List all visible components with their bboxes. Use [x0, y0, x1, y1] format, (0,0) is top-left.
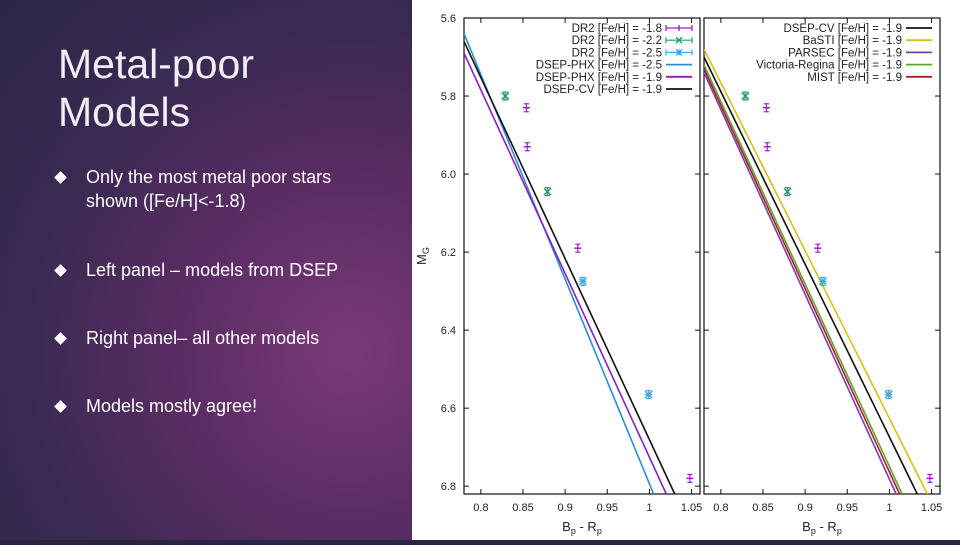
slide-text-panel: Metal-poor Models Only the most metal po… — [0, 0, 412, 540]
y-axis-label: MG — [414, 247, 431, 265]
legend-label: DSEP-CV [Fe/H] = -1.9 — [783, 23, 902, 35]
data-point-star — [578, 276, 587, 286]
series-line — [704, 48, 929, 494]
bullet-text: Left panel – models from DSEP — [86, 260, 339, 280]
slide-title-line-2: Models — [58, 89, 191, 135]
bullet-item: Right panel– all other models — [54, 326, 386, 350]
bullet-text: Only the most metal poor stars shown ([F… — [86, 167, 332, 211]
x-tick-label: 0.95 — [837, 502, 858, 514]
series-line — [704, 68, 901, 494]
marker-stroke — [818, 277, 827, 286]
x-tick-label: 1 — [646, 502, 652, 514]
marker-stroke — [783, 187, 792, 196]
marker-stroke — [741, 92, 750, 101]
diamond-bullet-icon — [54, 171, 67, 184]
data-point-plus — [926, 473, 934, 483]
y-tick-label: 6.8 — [441, 481, 456, 493]
data-point-plus — [762, 103, 770, 113]
legend-label: BaSTI [Fe/H] = -1.9 — [803, 35, 902, 47]
y-tick-label: 6.4 — [441, 325, 456, 337]
slide-title: Metal-poor Models — [58, 40, 254, 136]
legend-label: Victoria-Regina [Fe/H] = -1.9 — [756, 60, 902, 72]
bullet-item: Models mostly agree! — [54, 394, 386, 418]
legend-label: MIST [Fe/H] = -1.9 — [807, 72, 902, 84]
x-tick-label: 0.9 — [557, 502, 572, 514]
bullet-item: Left panel – models from DSEP — [54, 258, 386, 282]
data-point-plus — [522, 103, 530, 113]
y-tick-label: 6.6 — [441, 403, 456, 415]
marker-stroke — [501, 92, 510, 101]
data-point-x — [783, 187, 792, 197]
chart-figure: 0.8 0.85 0.9 0.95 1 1.05 5.6 5.8 6.0 6.2 6.4 6.6 6.8… — [414, 13, 942, 536]
chart-panel-left: 0.8 0.85 0.9 0.95 1 1.05 5.6 5.8 6.0 6.2 6.4 6.6 6.8… — [414, 13, 702, 536]
data-point-star — [818, 276, 827, 286]
y-tick-label: 6.2 — [441, 247, 456, 259]
series-line — [464, 52, 668, 494]
slide-title-line-1: Metal-poor — [58, 41, 254, 87]
marker-stroke — [543, 187, 552, 196]
x-tick-label: 0.95 — [597, 502, 618, 514]
data-point-x — [543, 187, 552, 197]
legend-swatch-marker — [675, 36, 683, 44]
legend-label: PARSEC [Fe/H] = -1.9 — [788, 47, 902, 59]
data-point-star — [644, 389, 653, 400]
plot-frame — [703, 17, 941, 495]
legend-label: DR2 [Fe/H] = -1.8 — [572, 23, 662, 35]
legend-label: DSEP-PHX [Fe/H] = -1.9 — [536, 72, 662, 84]
legend-label: DR2 [Fe/H] = -2.5 — [572, 47, 662, 59]
x-tick-label: 1.05 — [681, 502, 702, 514]
x-axis-label: Bp - Rp — [562, 519, 602, 536]
series-line — [464, 41, 676, 494]
data-point-x — [501, 91, 510, 101]
legend-label: DSEP-CV [Fe/H] = -1.9 — [543, 84, 662, 96]
y-tick-label: 5.6 — [441, 13, 456, 25]
plot-frame — [463, 17, 701, 495]
x-tick-label: 0.9 — [797, 502, 812, 514]
series-line — [704, 72, 897, 494]
diamond-bullet-icon — [54, 264, 67, 277]
series-line — [704, 64, 903, 494]
data-point-x — [741, 91, 750, 101]
x-tick-label: 1 — [886, 502, 892, 514]
data-point-star — [884, 389, 893, 400]
chart-area: 0.8 0.85 0.9 0.95 1 1.05 5.6 5.8 6.0 6.2 6.4 6.6 6.8… — [412, 0, 960, 540]
chart-panel-right: 0.8 0.85 0.9 0.95 1 1.05 Bp - Rp DSEP-CV [Fe/H]… — [703, 17, 942, 536]
bullet-text: Models mostly agree! — [86, 396, 258, 416]
series-line — [704, 56, 918, 494]
data-point-plus — [523, 142, 531, 152]
x-tick-label: 0.85 — [752, 502, 773, 514]
diamond-bullet-icon — [54, 332, 67, 345]
y-tick-label: 6.0 — [441, 169, 456, 181]
marker-stroke — [644, 390, 653, 399]
bullet-item: Only the most metal poor stars shown ([F… — [54, 165, 386, 213]
x-tick-label: 0.85 — [512, 502, 533, 514]
marker-stroke — [578, 277, 587, 286]
legend-swatch-marker — [675, 48, 683, 56]
diamond-bullet-icon — [54, 400, 67, 413]
plot-series-group — [464, 33, 694, 494]
legend-label: DSEP-PHX [Fe/H] = -2.5 — [536, 60, 662, 72]
data-point-plus — [574, 243, 582, 253]
bullet-text: Right panel– all other models — [86, 328, 320, 348]
marker-stroke — [884, 390, 893, 399]
data-point-plus — [814, 243, 822, 253]
x-tick-label: 0.8 — [713, 502, 728, 514]
x-tick-label: 0.8 — [473, 502, 488, 514]
x-axis-label: Bp - Rp — [802, 519, 842, 536]
legend-label: DR2 [Fe/H] = -2.2 — [572, 35, 662, 47]
data-point-plus — [686, 473, 694, 483]
y-tick-label: 5.8 — [441, 91, 456, 103]
data-point-plus — [763, 142, 771, 152]
x-tick-label: 1.05 — [921, 502, 942, 514]
plot-series-group — [704, 48, 934, 494]
